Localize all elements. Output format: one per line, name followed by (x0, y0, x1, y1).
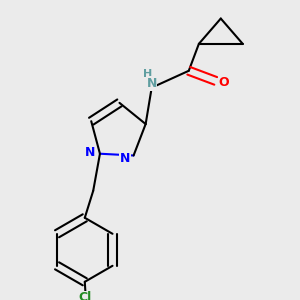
Text: O: O (219, 76, 230, 89)
Text: N: N (85, 146, 96, 158)
Text: N: N (120, 152, 130, 165)
Text: H: H (143, 69, 152, 79)
Text: N: N (146, 77, 157, 90)
Text: Cl: Cl (79, 292, 92, 300)
